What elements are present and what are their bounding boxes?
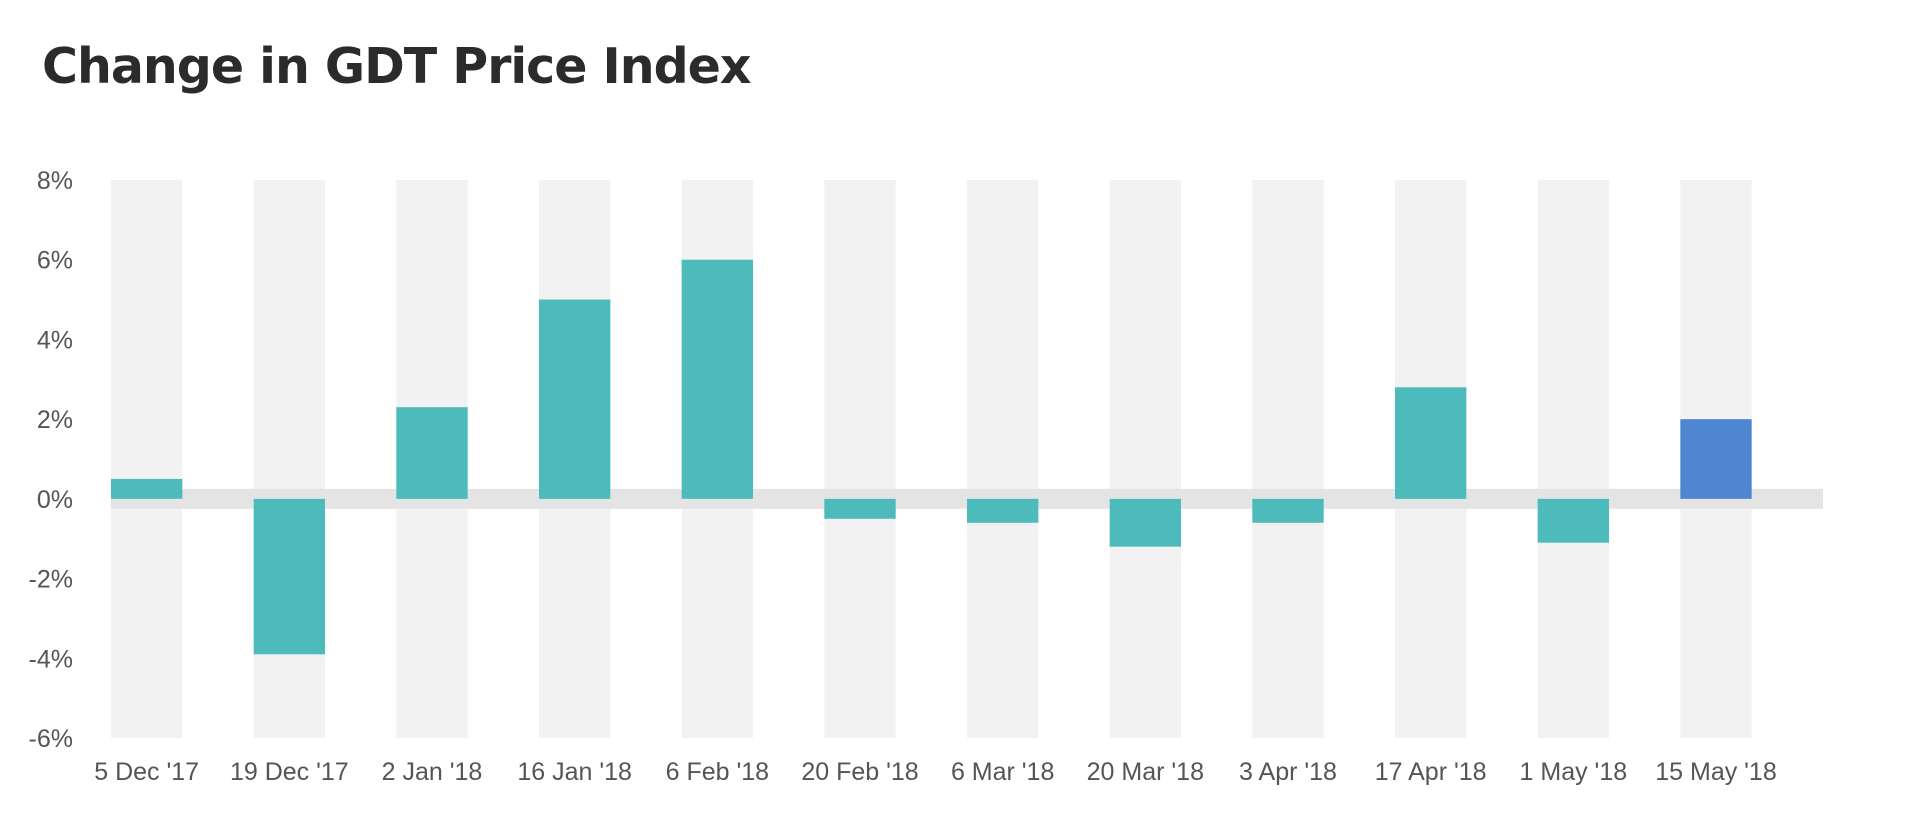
bar[interactable] bbox=[824, 498, 896, 519]
bar[interactable] bbox=[1252, 498, 1324, 523]
y-tick-label: 0% bbox=[37, 486, 73, 514]
x-tick-label: 15 May '18 bbox=[1655, 758, 1777, 786]
chart-title: Change in GDT Price Index bbox=[42, 38, 752, 95]
y-tick-label: 4% bbox=[37, 326, 73, 354]
x-tick-label: 16 Jan '18 bbox=[517, 758, 632, 786]
category-band bbox=[1109, 180, 1181, 738]
category-band bbox=[111, 180, 183, 738]
x-tick-label: 20 Mar '18 bbox=[1087, 758, 1204, 786]
category-band bbox=[824, 180, 896, 738]
x-axis: 5 Dec '17 19 Dec '17 2 Jan '18 16 Jan '18 6 … bbox=[94, 758, 1777, 786]
bar[interactable] bbox=[539, 299, 611, 499]
x-tick-label: 19 Dec '17 bbox=[230, 758, 349, 786]
bar[interactable] bbox=[111, 478, 183, 499]
bar[interactable] bbox=[1109, 498, 1181, 547]
x-tick-label: 2 Jan '18 bbox=[382, 758, 483, 786]
x-tick-label: 3 Apr '18 bbox=[1239, 758, 1337, 786]
y-tick-label: -6% bbox=[29, 725, 73, 753]
y-tick-label: 8% bbox=[37, 167, 73, 195]
x-tick-label: 17 Apr '18 bbox=[1375, 758, 1487, 786]
category-bands bbox=[111, 180, 1752, 738]
bar[interactable] bbox=[396, 407, 468, 499]
category-band bbox=[1252, 180, 1324, 738]
y-tick-label: -4% bbox=[29, 645, 73, 673]
bar[interactable] bbox=[1537, 498, 1609, 543]
bars bbox=[111, 259, 1752, 655]
x-tick-label: 1 May '18 bbox=[1520, 758, 1628, 786]
bar[interactable] bbox=[1680, 419, 1752, 499]
bar[interactable] bbox=[253, 498, 325, 655]
y-tick-label: 6% bbox=[37, 247, 73, 275]
bar[interactable] bbox=[967, 498, 1039, 523]
y-tick-label: -2% bbox=[29, 566, 73, 594]
bar[interactable] bbox=[1395, 387, 1467, 499]
category-band bbox=[1537, 180, 1609, 738]
y-tick-label: 2% bbox=[37, 406, 73, 434]
category-band bbox=[967, 180, 1039, 738]
x-tick-label: 6 Mar '18 bbox=[951, 758, 1054, 786]
x-tick-label: 5 Dec '17 bbox=[94, 758, 199, 786]
x-tick-label: 20 Feb '18 bbox=[801, 758, 918, 786]
y-axis: 8% 6% 4% 2% 0% -2% -4% -6% bbox=[29, 167, 73, 753]
bar[interactable] bbox=[681, 259, 753, 499]
x-tick-label: 6 Feb '18 bbox=[666, 758, 769, 786]
